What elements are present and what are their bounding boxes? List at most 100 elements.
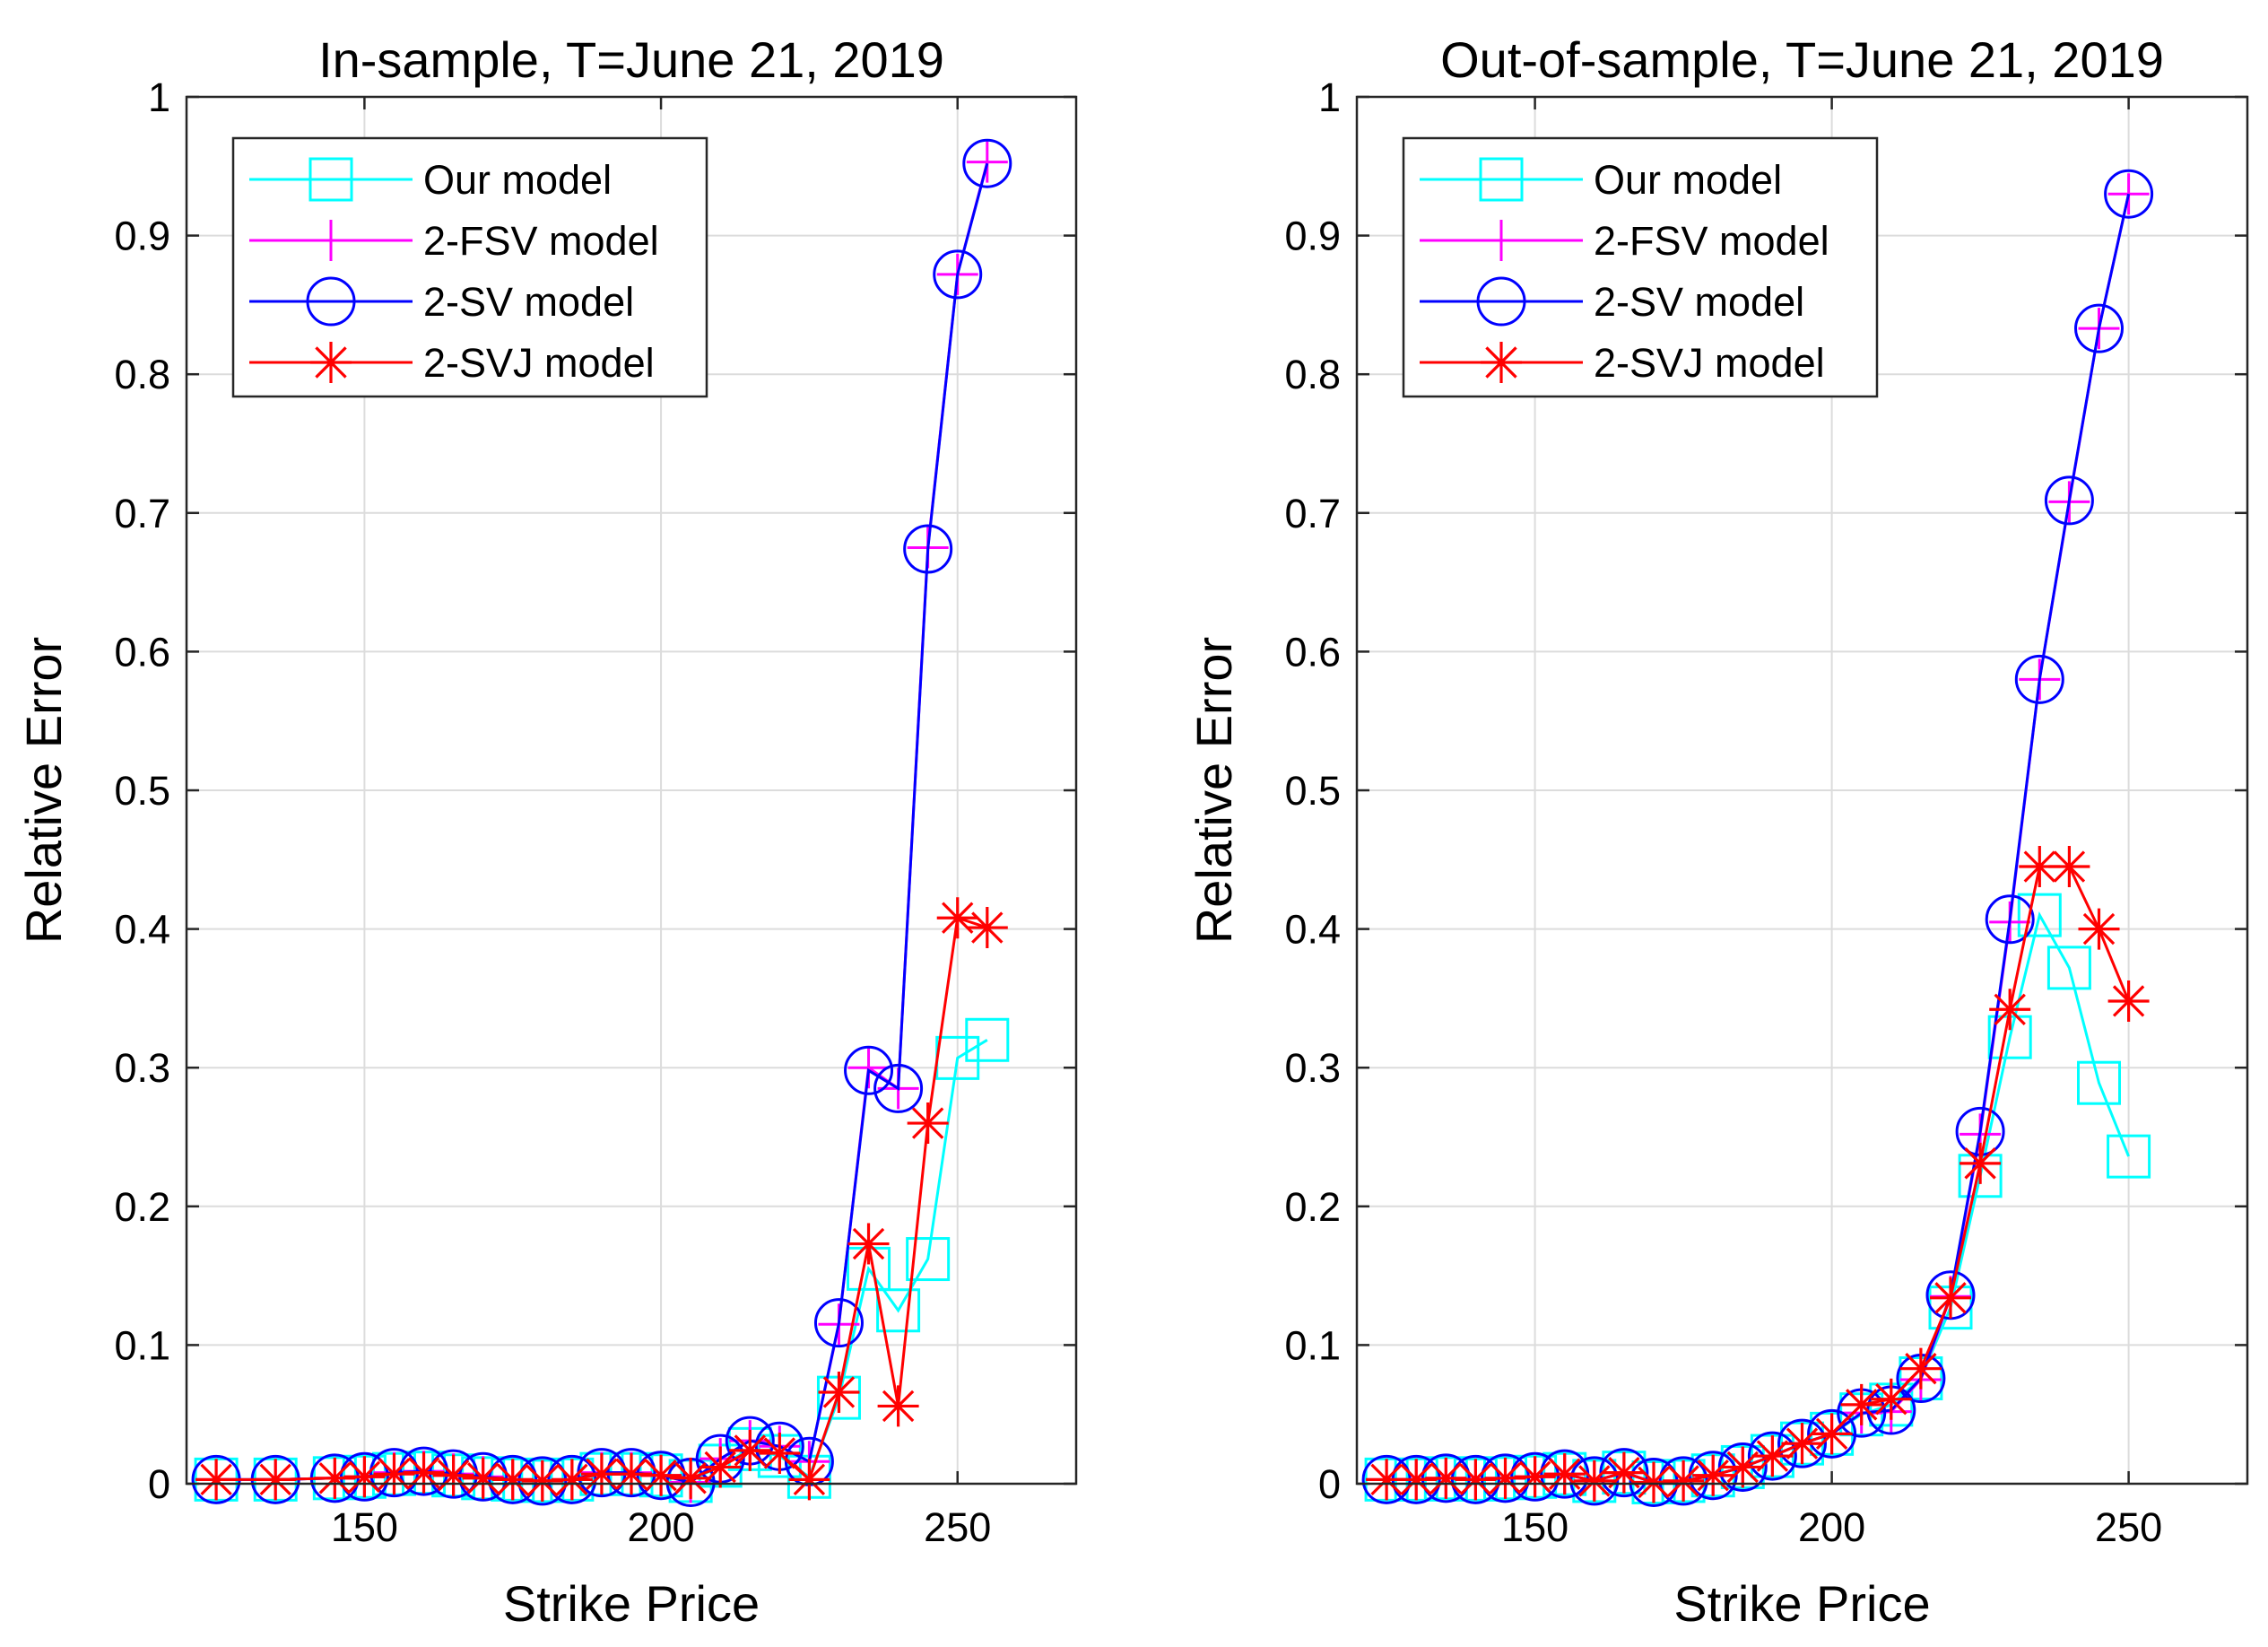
chart2-series-2-sv-model-point	[2014, 654, 2064, 704]
chart1-series-2-svj-model-point	[432, 1454, 474, 1496]
chart1-ytick-label: 0.9	[114, 214, 170, 259]
chart1-series-2-svj-model-point	[966, 907, 1008, 949]
chart1-series-2-fsv-model-point	[966, 141, 1008, 183]
chart1-axis-box	[185, 95, 1078, 1486]
chart2-series-2-svj-model-point	[2048, 846, 2090, 888]
chart2-ytick-label: 0.9	[1284, 214, 1341, 259]
chart1-series-2-sv-model-point	[813, 1298, 864, 1348]
chart1-xtick-label: 150	[331, 1504, 398, 1550]
chart2-legend-label: 2-SV model	[1594, 279, 1804, 325]
chart2-series-2-svj-model-point	[2107, 980, 2150, 1022]
chart2-ytick-label: 0.5	[1284, 768, 1341, 814]
chart1-series-2-svj-model-point	[611, 1453, 652, 1495]
chart2-legend-entry: Our model	[1420, 157, 1782, 203]
chart2-series-our-model-point	[2017, 893, 2062, 937]
chart1-series-2-sv-model-point	[933, 249, 983, 300]
chart1-series-2-svj-model-point	[255, 1459, 297, 1501]
chart1-series-2-svj-model-point	[818, 1371, 860, 1413]
chart2-series-2-svj-model-point	[2078, 908, 2120, 950]
chart1-title: In-sample, T=June 21, 2019	[318, 31, 944, 88]
chart2-series-2-svj-model-point	[1573, 1460, 1615, 1502]
chart1-series-2-svj-model-point	[403, 1451, 445, 1494]
chart1-series-2-svj-model-point	[877, 1385, 919, 1427]
chart2-legend-marker	[1476, 276, 1526, 327]
chart1-ytick-label: 1	[148, 74, 170, 120]
chart2-series-2-sv-model-point	[1777, 1418, 1827, 1468]
chart2-series-2-sv-model-point	[2044, 475, 2094, 526]
chart2-legend-entry: 2-SVJ model	[1420, 340, 1825, 386]
chart2-series-2-sv-model-point	[2074, 303, 2124, 353]
chart2-series-2-svj-model-point	[1751, 1435, 1794, 1477]
chart1-ytick-label: 0.6	[114, 629, 170, 675]
chart1-series-2-svj-model-point	[759, 1432, 801, 1474]
chart2-series-2-svj-model-point	[1811, 1413, 1853, 1455]
chart1-legend-entry: 2-SV model	[249, 276, 634, 327]
chart2-series-2-svj-model	[1366, 846, 2150, 1503]
chart2-ytick-label: 0.7	[1284, 491, 1341, 536]
chart1-legend-marker	[308, 157, 353, 202]
chart2-series-2-svj-model-point	[1603, 1451, 1645, 1494]
chart2-series-2-svj-model-point	[1366, 1459, 1408, 1501]
chart2-series-2-sv-model-point	[1747, 1431, 1797, 1481]
chart1-series-our-model-point	[876, 1288, 921, 1333]
chart1-series-2-svj-model-point	[343, 1456, 386, 1498]
chart2-series-2-svj-model-point	[1960, 1142, 2002, 1184]
chart1-legend-entry: 2-SVJ model	[249, 340, 655, 386]
chart2-ytick-label: 0.4	[1284, 907, 1341, 953]
chart1-series-2-svj-model-point	[373, 1453, 415, 1495]
chart2-series-2-svj-model-point	[1484, 1457, 1526, 1499]
chart2-ytick-label: 0.3	[1284, 1045, 1341, 1091]
chart1-series-2-svj-model-point	[462, 1457, 504, 1499]
chart2-series-2-svj-model-point	[1692, 1454, 1734, 1496]
chart2-series-2-svj-model-point	[1543, 1453, 1586, 1495]
chart1-legend-marker	[310, 342, 352, 383]
chart2-series-2-svj-model-point	[1633, 1461, 1674, 1503]
chart1-ytick-label: 0.5	[114, 768, 170, 814]
chart1-xtick-label: 250	[924, 1504, 991, 1550]
chart2-legend-label: Our model	[1594, 157, 1782, 203]
chart2-series-our-model-point	[2046, 946, 2091, 990]
chart2-series-2-svj-model-point	[2019, 846, 2061, 888]
chart1-series-2-svj-model	[196, 897, 1008, 1502]
chart2-series-2-svj-model-point	[1870, 1378, 1912, 1420]
chart2-ylabel: Relative Error	[1186, 637, 1242, 944]
chart1-series-2-sv-model-point	[903, 524, 953, 574]
chart2-ytick-label: 0.6	[1284, 629, 1341, 675]
chart2-series-2-svj-model-point	[1514, 1456, 1556, 1498]
chart2-series-2-svj-model-point	[1425, 1457, 1467, 1499]
chart2-series-2-svj-model-point	[1840, 1383, 1882, 1425]
chart1-series-2-svj-model-point	[788, 1459, 830, 1501]
chart2-xtick-label: 200	[1798, 1504, 1865, 1550]
chart2-series-our-model-point	[2107, 1134, 2151, 1179]
chart2-panel: 0 0.1 0.2 0.3 0.4 0.5 0.6 0.7 0.8 0.9 1 150 200 250 Ou…	[1186, 31, 2249, 1632]
chart1-series-2-svj-model-point	[551, 1459, 593, 1501]
chart2-series-2-svj-model-point	[1989, 989, 2031, 1031]
chart2-ytick-label: 0.1	[1284, 1322, 1341, 1368]
chart1-legend-box	[231, 136, 708, 398]
chart1-legend-entry: Our model	[249, 157, 612, 203]
chart1-legend-entry: 2-FSV model	[249, 218, 659, 264]
chart1-ytick-label: 0.8	[114, 352, 170, 397]
chart1-xlabel: Strike Price	[503, 1575, 760, 1632]
chart2-legend: Our model 2-FSV model 2-SV model 2-SVJ mode…	[1402, 136, 1879, 398]
chart1-series-2-svj-model-point	[640, 1454, 682, 1496]
chart1-legend-label: 2-SVJ model	[423, 340, 655, 386]
chart2-ytick-label: 1	[1318, 74, 1341, 120]
chart1-series-2-svj-model-point	[521, 1460, 563, 1502]
chart1-series-2-svj-model-point	[729, 1429, 771, 1471]
chart1-series-our-model-point	[906, 1237, 951, 1282]
chart2-series-2-svj-model-point	[1663, 1460, 1705, 1502]
chart2-series-2-sv-model-point	[1985, 894, 2035, 945]
chart1-legend-label: Our model	[423, 157, 612, 203]
chart2-series-2-svj-model-point	[1455, 1459, 1497, 1501]
chart1-series-2-sv-model-point	[873, 1063, 924, 1113]
chart2-legend-entry: 2-FSV model	[1420, 218, 1829, 264]
chart1-series-2-svj-model-point	[580, 1453, 622, 1495]
chart2-title: Out-of-sample, T=June 21, 2019	[1440, 31, 2164, 88]
chart1-series-2-svj-model-point	[936, 897, 978, 939]
chart1-series-2-svj-model-point	[491, 1459, 534, 1501]
chart1-series-2-svj-model-point	[847, 1223, 890, 1265]
chart1-ytick-label: 0.3	[114, 1045, 170, 1091]
chart2-series-2-svj-model-point	[1395, 1459, 1438, 1501]
chart2-xlabel: Strike Price	[1673, 1575, 1930, 1632]
